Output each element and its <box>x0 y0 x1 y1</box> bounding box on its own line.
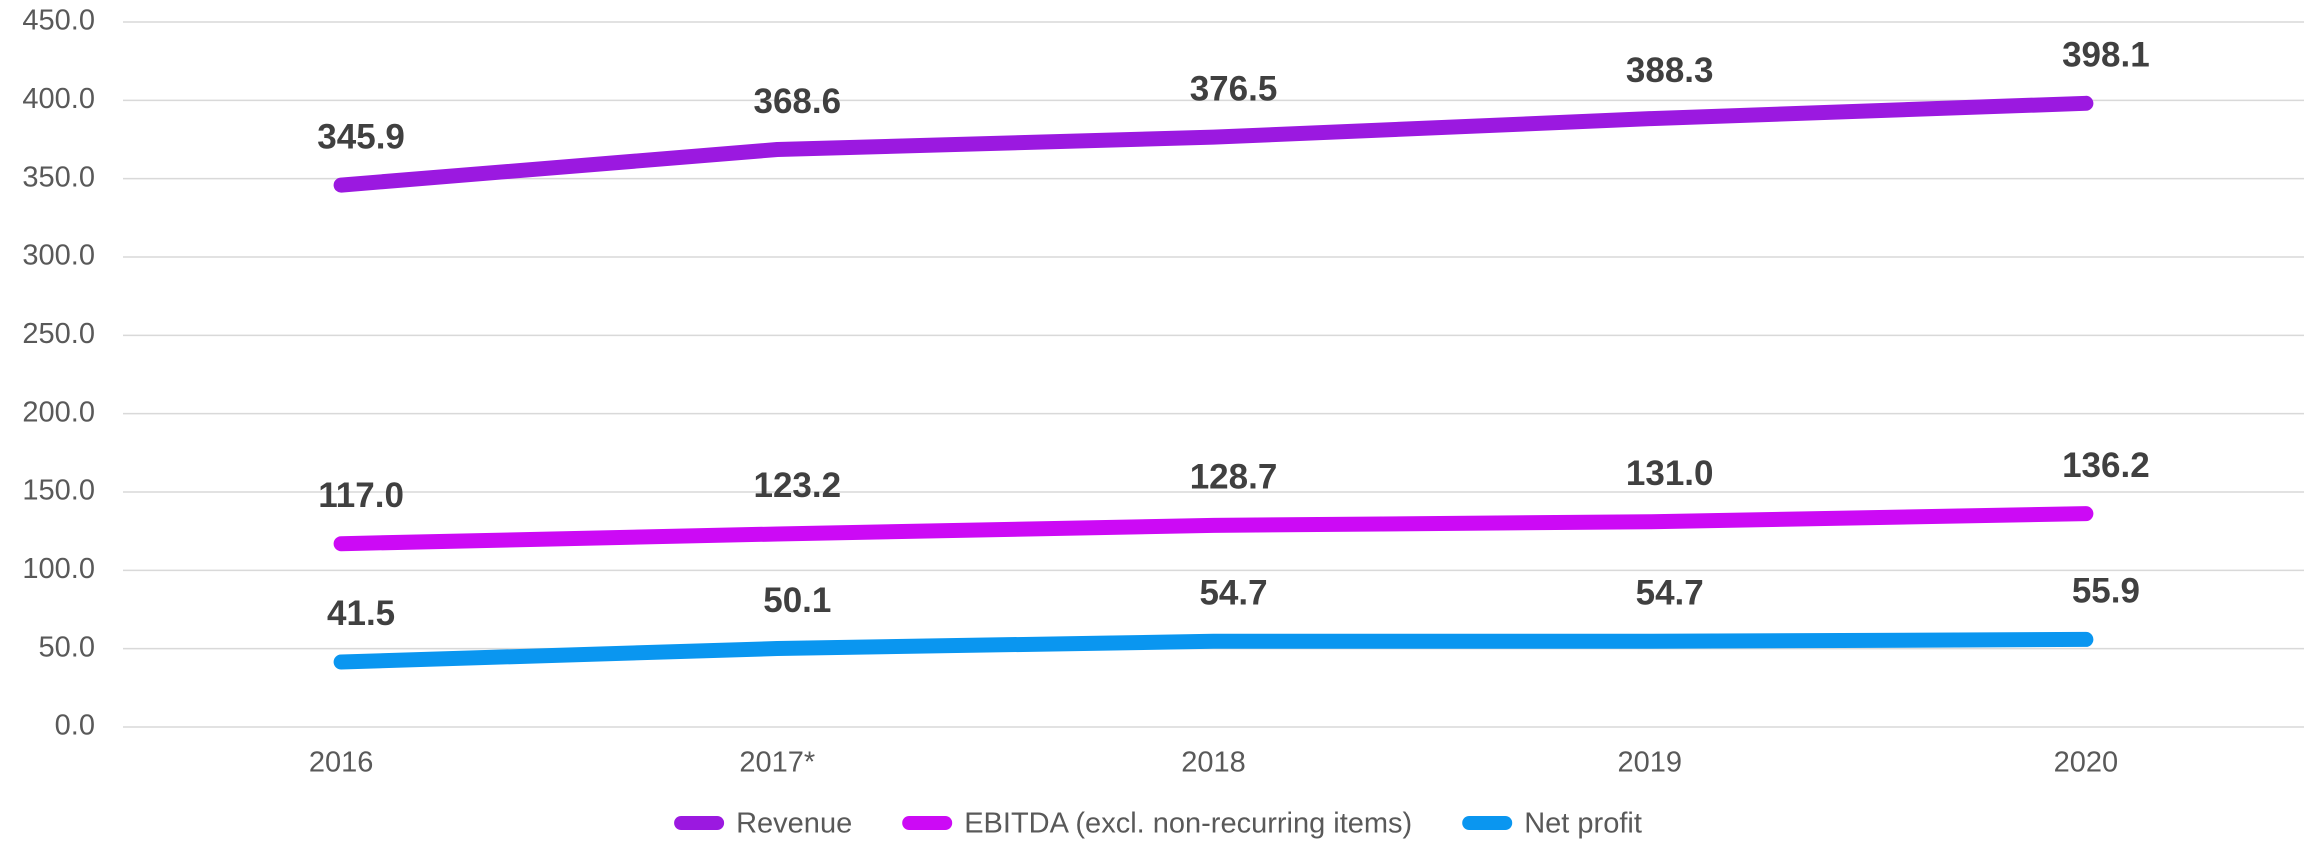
data-label: 345.9 <box>317 117 405 156</box>
x-tick-label: 2019 <box>1617 747 1682 779</box>
data-label: 128.7 <box>1190 458 1278 497</box>
y-tick-label: 250.0 <box>22 318 95 350</box>
x-tick-label: 2020 <box>2054 747 2119 779</box>
x-tick-label: 2017* <box>739 747 815 779</box>
y-tick-label: 100.0 <box>22 553 95 585</box>
x-tick-label: 2018 <box>1181 747 1246 779</box>
legend-label: EBITDA (excl. non-recurring items) <box>964 808 1412 840</box>
data-label: 376.5 <box>1190 69 1278 108</box>
y-tick-label: 450.0 <box>22 5 95 37</box>
x-tick-label: 2016 <box>309 747 374 779</box>
data-label: 117.0 <box>318 476 404 515</box>
series-line <box>333 95 2094 193</box>
legend-label: Revenue <box>736 808 852 840</box>
series-line <box>333 631 2094 670</box>
data-label: 136.2 <box>2062 446 2150 485</box>
data-label: 54.7 <box>1199 574 1267 613</box>
y-tick-label: 350.0 <box>22 161 95 193</box>
y-tick-label: 50.0 <box>39 631 95 663</box>
y-tick-label: 400.0 <box>22 83 95 115</box>
data-label: 368.6 <box>754 82 842 121</box>
y-tick-label: 0.0 <box>55 710 95 742</box>
data-label: 50.1 <box>763 581 831 620</box>
data-label: 131.0 <box>1626 454 1714 493</box>
data-label: 55.9 <box>2072 572 2140 611</box>
y-tick-label: 150.0 <box>22 475 95 507</box>
data-label: 123.2 <box>754 466 842 505</box>
legend-label: Net profit <box>1524 808 1642 840</box>
y-tick-label: 200.0 <box>22 396 95 428</box>
data-label: 388.3 <box>1626 51 1714 90</box>
data-label: 54.7 <box>1636 574 1704 613</box>
data-label: 41.5 <box>327 594 395 633</box>
y-tick-label: 300.0 <box>22 240 95 272</box>
data-label: 398.1 <box>2062 36 2150 75</box>
series-line <box>333 506 2094 552</box>
